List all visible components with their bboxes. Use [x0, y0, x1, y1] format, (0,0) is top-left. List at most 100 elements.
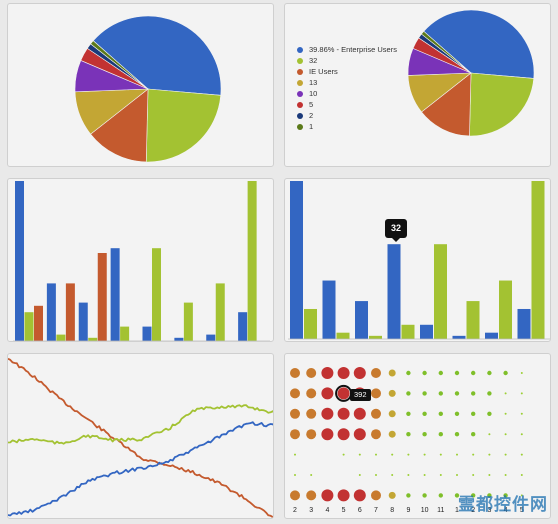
bar-chart[interactable]: [285, 179, 551, 342]
dot[interactable]: [306, 408, 317, 419]
bar[interactable]: [206, 334, 216, 341]
bar[interactable]: [174, 337, 184, 341]
dot[interactable]: [456, 474, 458, 476]
dot[interactable]: [472, 453, 475, 456]
dot[interactable]: [294, 453, 296, 456]
dot[interactable]: [454, 432, 460, 437]
dot[interactable]: [503, 370, 508, 376]
dot[interactable]: [520, 412, 523, 415]
bar[interactable]: [46, 283, 56, 341]
dot[interactable]: [438, 432, 443, 437]
dot[interactable]: [342, 453, 345, 456]
dot[interactable]: [290, 368, 300, 378]
bar[interactable]: [142, 326, 152, 341]
dot[interactable]: [388, 430, 396, 438]
dot[interactable]: [487, 391, 492, 396]
dot[interactable]: [337, 428, 350, 441]
dot[interactable]: [375, 453, 377, 456]
dot[interactable]: [520, 453, 523, 456]
bar[interactable]: [452, 335, 466, 339]
bar[interactable]: [322, 280, 336, 339]
bar[interactable]: [247, 181, 257, 341]
bar[interactable]: [401, 324, 415, 339]
dot[interactable]: [488, 433, 491, 436]
dot[interactable]: [471, 391, 476, 396]
bar[interactable]: [88, 337, 98, 341]
dot[interactable]: [456, 453, 458, 456]
dot[interactable]: [371, 408, 381, 419]
dot[interactable]: [407, 474, 410, 476]
dot[interactable]: [321, 489, 334, 502]
dot[interactable]: [454, 391, 460, 396]
dot[interactable]: [388, 369, 396, 377]
dot[interactable]: [388, 389, 396, 397]
bar[interactable]: [466, 301, 480, 339]
line-chart[interactable]: [8, 354, 274, 519]
dot[interactable]: [487, 493, 492, 498]
dot[interactable]: [438, 411, 443, 416]
dot[interactable]: [321, 407, 334, 420]
dot[interactable]: [406, 411, 411, 416]
dot[interactable]: [471, 493, 476, 498]
dot[interactable]: [504, 453, 507, 456]
dot[interactable]: [438, 370, 443, 376]
pie-slice[interactable]: [421, 72, 472, 137]
bar-chart[interactable]: [8, 179, 274, 342]
dot[interactable]: [407, 453, 410, 456]
dot[interactable]: [488, 474, 491, 476]
dot[interactable]: [310, 474, 313, 476]
dot[interactable]: [294, 474, 296, 476]
dot[interactable]: [358, 474, 361, 476]
bar[interactable]: [290, 181, 303, 339]
bar[interactable]: [24, 312, 34, 341]
dot[interactable]: [353, 489, 366, 502]
series-line[interactable]: [8, 404, 274, 445]
dot[interactable]: [422, 391, 427, 396]
dot[interactable]: [353, 407, 366, 420]
bar[interactable]: [434, 244, 447, 339]
series-line[interactable]: [8, 421, 274, 517]
bar[interactable]: [152, 248, 161, 341]
dot[interactable]: [503, 493, 508, 498]
dot[interactable]: [488, 453, 491, 456]
dot[interactable]: [306, 368, 317, 378]
pie-slice[interactable]: [421, 30, 472, 74]
dot[interactable]: [520, 392, 523, 395]
bar[interactable]: [120, 326, 130, 341]
pie-slice[interactable]: [90, 88, 149, 163]
dot[interactable]: [337, 489, 350, 502]
bar[interactable]: [78, 302, 88, 341]
bar[interactable]: [215, 283, 225, 341]
bar[interactable]: [517, 308, 531, 339]
dot[interactable]: [439, 474, 442, 476]
dot[interactable]: [353, 428, 366, 441]
dot[interactable]: [306, 490, 317, 501]
dot[interactable]: [406, 493, 411, 498]
dot[interactable]: [290, 388, 300, 399]
dot[interactable]: [471, 432, 476, 437]
pie-chart[interactable]: [8, 4, 274, 167]
pie-slice[interactable]: [469, 72, 535, 137]
dot[interactable]: [375, 474, 377, 476]
dot[interactable]: [423, 474, 426, 476]
dot[interactable]: [487, 411, 492, 416]
dot[interactable]: [471, 370, 476, 376]
dot[interactable]: [406, 370, 411, 376]
dot[interactable]: [406, 391, 411, 396]
dot[interactable]: [504, 412, 507, 415]
dot-matrix-chart[interactable]: [285, 354, 551, 519]
dot[interactable]: [454, 411, 460, 416]
legend-item[interactable]: 13: [297, 77, 397, 88]
dot[interactable]: [422, 411, 427, 416]
dot[interactable]: [321, 367, 334, 379]
dot[interactable]: [520, 494, 523, 497]
dot[interactable]: [337, 407, 350, 420]
bar[interactable]: [369, 335, 382, 339]
legend-item[interactable]: 39.86% - Enterprise Users: [297, 44, 397, 55]
bar[interactable]: [65, 283, 75, 341]
bar[interactable]: [420, 324, 433, 339]
dot[interactable]: [422, 432, 427, 437]
pie-slice[interactable]: [145, 88, 222, 163]
dot[interactable]: [290, 429, 300, 440]
bar[interactable]: [110, 248, 120, 341]
